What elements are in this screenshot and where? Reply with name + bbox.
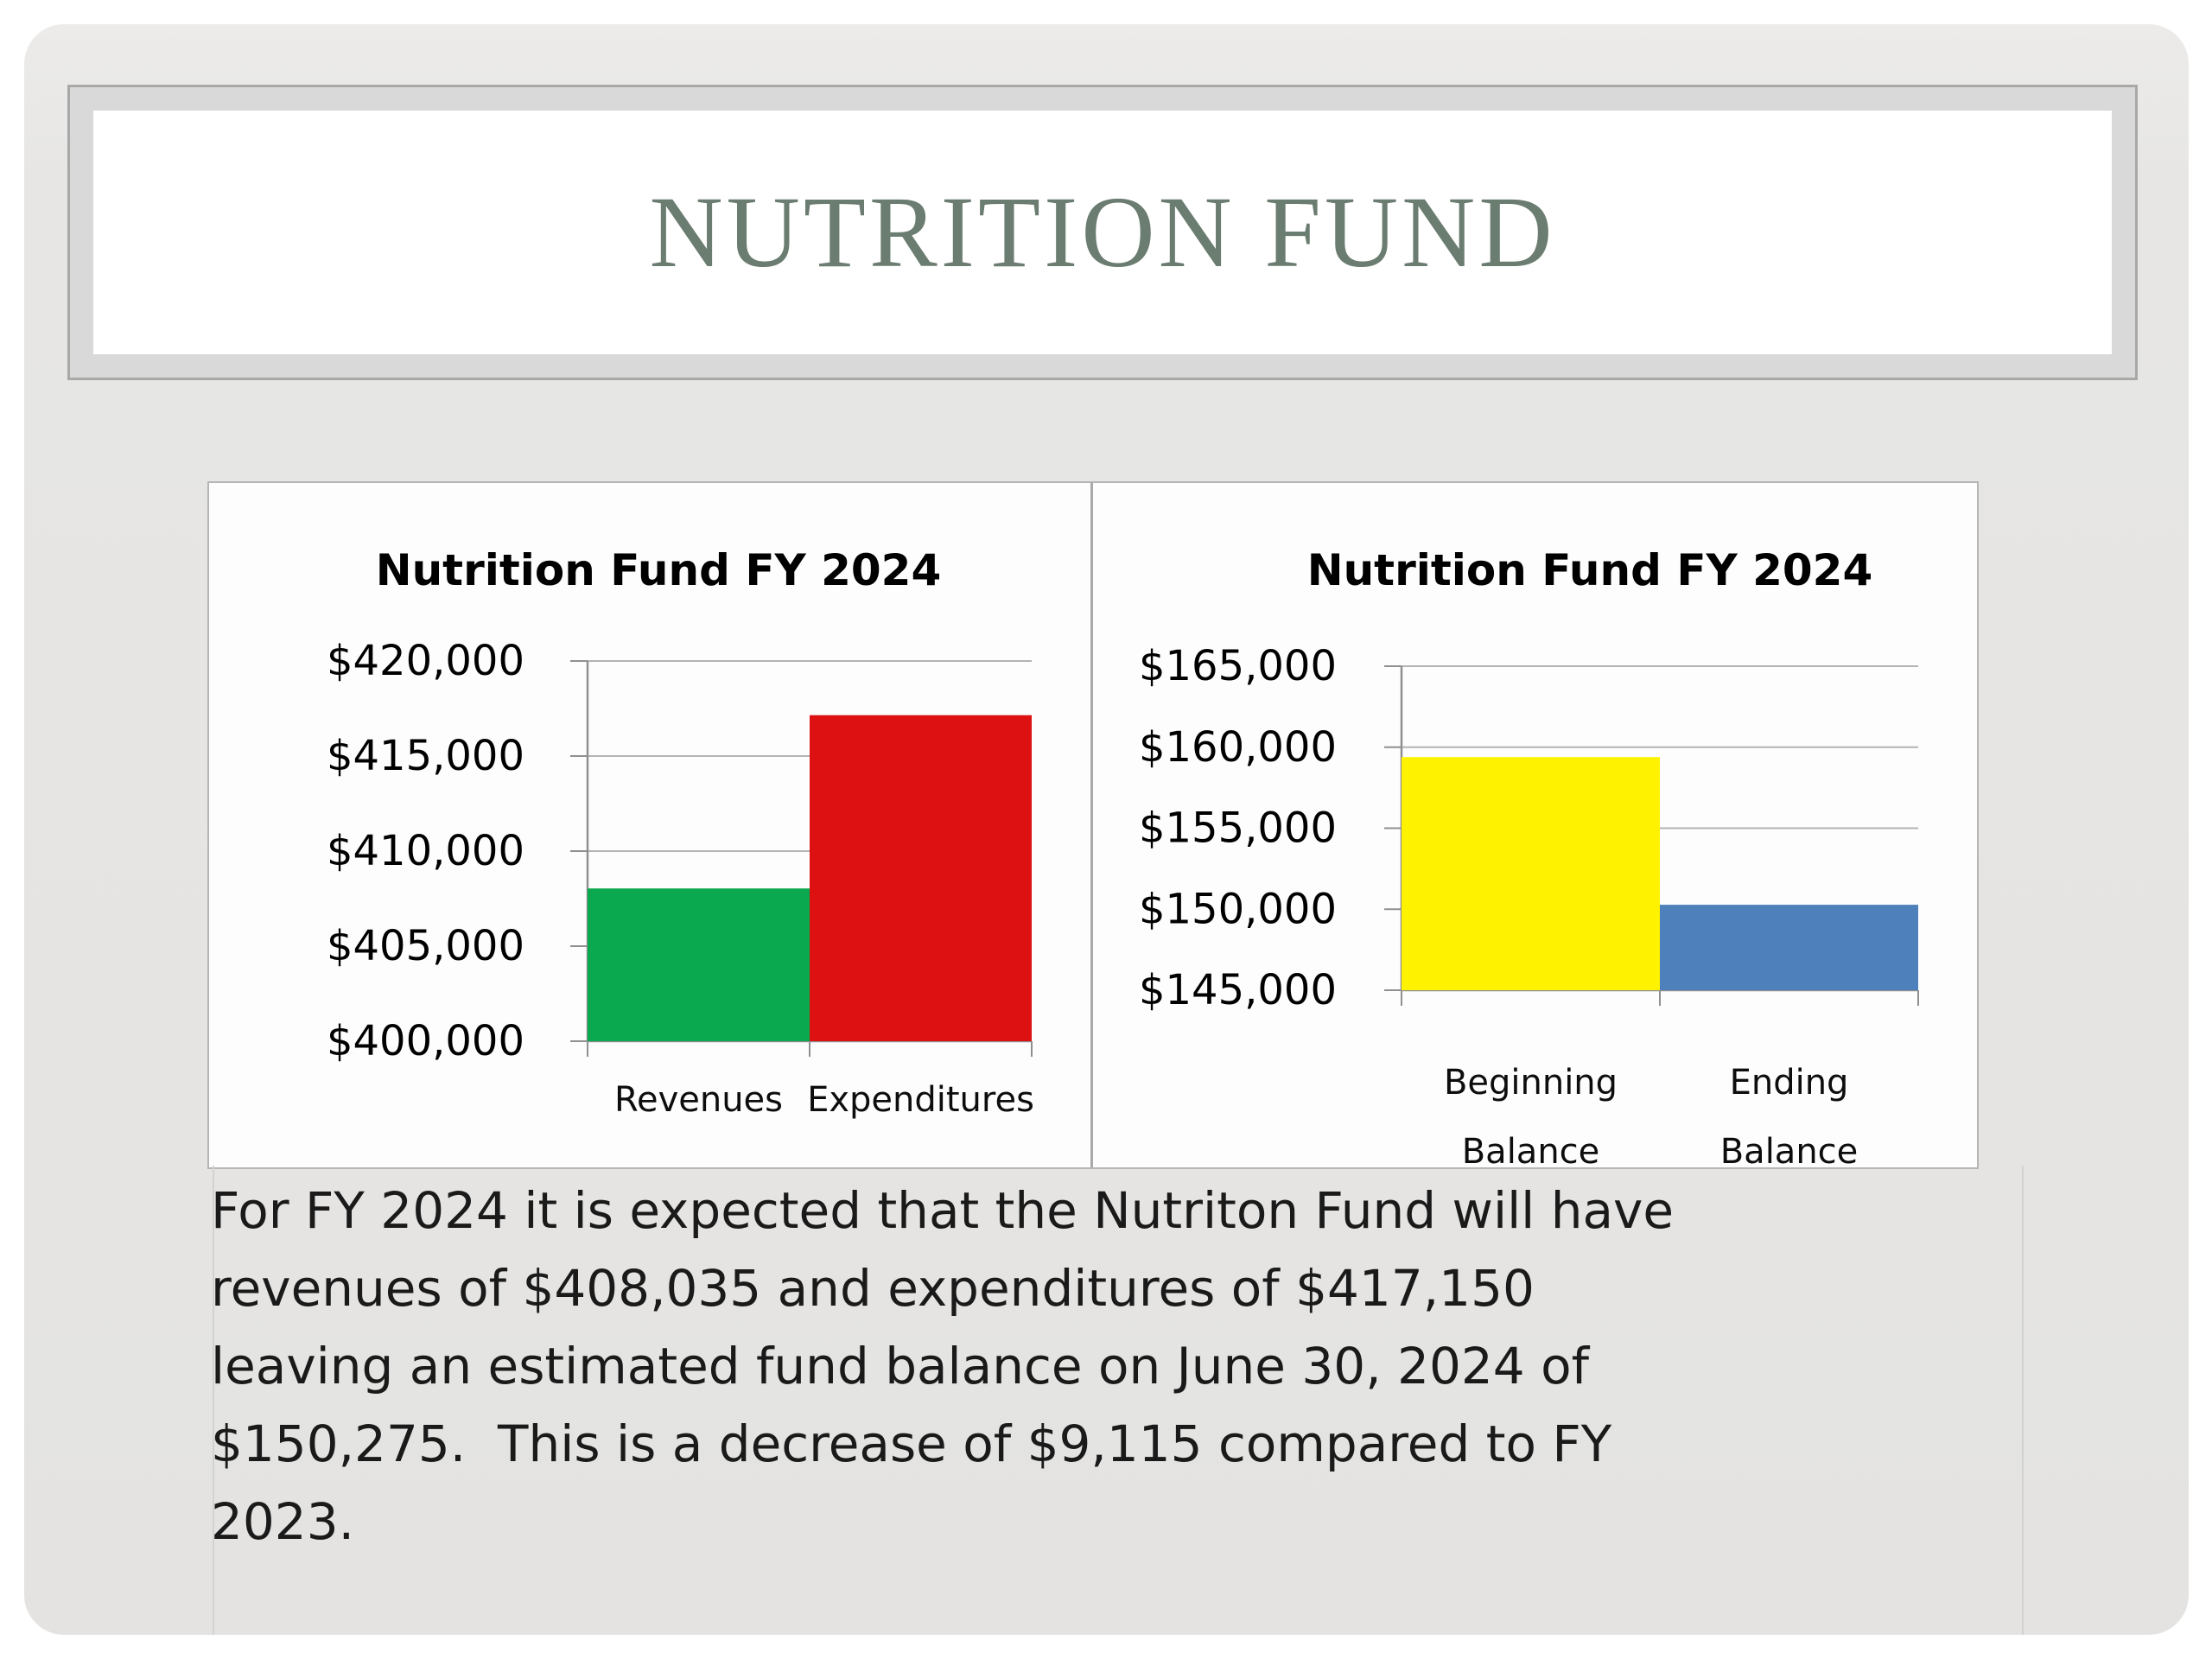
text-placeholder-left-edge [213,1166,214,1635]
chart-divider [1090,483,1093,1167]
y-tick-label: $150,000 [1139,885,1337,933]
y-tick-label: $165,000 [1139,642,1337,690]
slide-background: NUTRITION FUND $400,000 $405,000 $410,000 $… [24,24,2189,1635]
x-category-label: Revenues [614,1080,783,1120]
y-tick-label: $400,000 [327,1017,524,1065]
x-category-label: Balance [1462,1132,1600,1167]
y-tick-label: $155,000 [1139,804,1337,853]
y-tick-label: $160,000 [1139,723,1337,772]
summary-paragraph: For FY 2024 it is expected that the Nutr… [211,1181,1675,1551]
bar-ending-balance [1660,905,1918,990]
bar-beginning-balance [1402,757,1660,990]
y-tick-label: $410,000 [327,827,524,875]
x-category-label: Expenditures [807,1080,1034,1120]
y-tick-label: $405,000 [327,922,524,970]
slide-title: NUTRITION FUND [649,175,1556,289]
title-plate: NUTRITION FUND [67,85,2138,380]
chart-title: Nutrition Fund FY 2024 [1307,545,1873,595]
x-category-label: Balance [1720,1132,1859,1167]
x-category-label: Beginning [1444,1063,1618,1103]
chart-title: Nutrition Fund FY 2024 [376,545,942,595]
chart-beginning-ending-balance: $145,000 $150,000 $155,000 $160,000 $165,000… [1139,545,1919,1167]
y-tick-label: $420,000 [327,637,524,685]
y-tick-label: $415,000 [327,732,524,780]
text-placeholder-right-edge [2022,1166,2024,1635]
chart-revenues-expenditures: $400,000 $405,000 $410,000 $415,000 $420,000… [327,545,1034,1120]
y-tick-label: $145,000 [1139,966,1337,1014]
bar-revenues [588,888,810,1041]
charts-panel: $400,000 $405,000 $410,000 $415,000 $420,000… [207,481,1979,1169]
bar-expenditures [810,715,1032,1041]
x-category-label: Ending [1730,1063,1849,1103]
title-plate-inner: NUTRITION FUND [93,111,2112,354]
